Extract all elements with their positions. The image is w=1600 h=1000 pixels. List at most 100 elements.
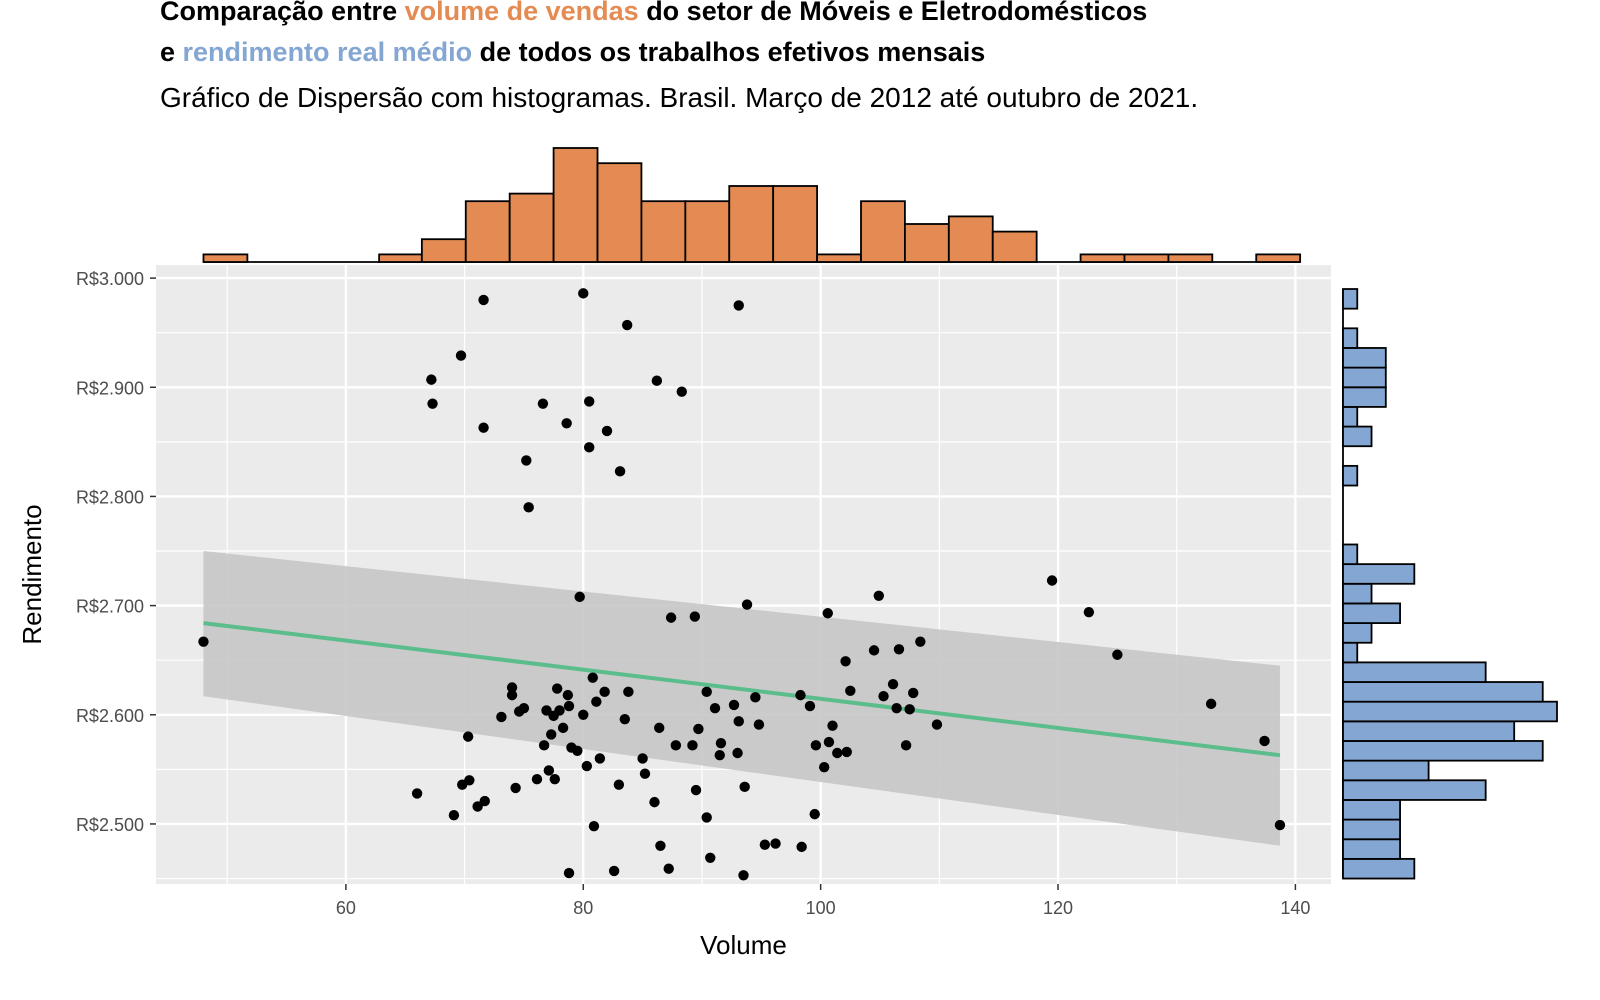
- data-point: [738, 870, 749, 881]
- data-point: [873, 590, 885, 601]
- rendimento-histogram-bar: [1342, 838, 1401, 860]
- data-point: [804, 700, 816, 712]
- data-point: [581, 760, 593, 772]
- rendimento-histogram-bar: [1342, 641, 1359, 664]
- volume-histogram-bar: [464, 200, 511, 263]
- volume-histogram-bar: [816, 253, 862, 263]
- data-point: [541, 705, 552, 716]
- volume-histogram-bar: [640, 200, 687, 263]
- volume-histogram-bar: [728, 185, 775, 263]
- data-point: [578, 288, 589, 299]
- volume-histogram: [202, 147, 1302, 263]
- data-point: [1274, 819, 1286, 831]
- data-point: [701, 686, 712, 698]
- y-tick-label: R$2.800: [76, 487, 144, 507]
- volume-histogram-bar: [378, 253, 423, 263]
- trend-line: [203, 621, 1281, 758]
- x-tick-label: 60: [336, 898, 356, 918]
- data-point: [845, 685, 856, 696]
- data-point: [687, 740, 698, 751]
- data-point: [809, 808, 820, 820]
- volume-histogram-bar: [508, 192, 555, 263]
- data-point: [427, 398, 438, 409]
- chart-title-line-1: Comparação entre volume de vendas do set…: [160, 0, 1147, 27]
- data-point: [619, 713, 631, 725]
- data-point: [840, 656, 851, 667]
- data-point: [588, 820, 600, 832]
- rendimento-histogram: [1342, 288, 1558, 880]
- data-point: [551, 683, 563, 694]
- data-point: [759, 839, 771, 850]
- data-point: [448, 810, 460, 821]
- data-point: [1083, 606, 1095, 618]
- data-point: [613, 779, 625, 790]
- data-point: [472, 801, 483, 812]
- y-tick-label: R$2.900: [76, 378, 144, 398]
- volume-histogram-bar: [772, 185, 818, 263]
- data-point: [621, 319, 633, 331]
- rendimento-histogram-bar: [1342, 543, 1359, 566]
- rendimento-histogram-bar: [1342, 386, 1387, 408]
- y-axis-ticks: R$2.500 R$2.600 R$2.700 R$2.800 R$2.900 R$3.0…: [76, 269, 156, 835]
- x-tick-label: 120: [1043, 898, 1073, 918]
- data-point: [510, 782, 521, 794]
- rendimento-histogram-bar: [1342, 582, 1373, 605]
- data-point: [732, 747, 743, 759]
- rendimento-histogram-bar: [1342, 818, 1401, 841]
- data-point: [1112, 649, 1123, 660]
- data-point: [521, 455, 532, 466]
- volume-histogram-bar: [860, 200, 906, 263]
- data-point: [739, 781, 750, 793]
- rendimento-histogram-bar: [1342, 857, 1416, 880]
- volume-histogram-bar: [904, 223, 950, 263]
- volume-histogram-bar: [1123, 253, 1170, 263]
- data-point: [770, 838, 781, 849]
- y-axis-title: Rendimento: [17, 504, 47, 644]
- y-tick-label: R$2.600: [76, 706, 144, 726]
- data-point: [893, 644, 905, 655]
- rendimento-histogram-bar: [1342, 563, 1416, 585]
- data-point: [574, 591, 585, 603]
- title-line-2-segment-0: e: [160, 37, 183, 67]
- data-point: [715, 737, 727, 749]
- data-point: [599, 686, 610, 698]
- data-point: [557, 722, 569, 734]
- data-point: [841, 746, 852, 758]
- title-line-1-segment-2: do setor de Móveis e Eletrodomésticos: [638, 0, 1148, 26]
- rendimento-histogram-bar: [1342, 799, 1401, 821]
- data-point: [733, 300, 744, 311]
- data-point: [639, 768, 651, 779]
- rendimento-histogram-bar: [1342, 700, 1558, 723]
- data-point: [655, 840, 666, 851]
- rendimento-histogram-bar: [1342, 602, 1401, 624]
- data-point: [584, 396, 595, 407]
- data-point: [823, 736, 835, 748]
- data-point: [614, 466, 626, 477]
- data-point: [531, 773, 543, 785]
- data-point: [878, 691, 889, 702]
- data-point: [822, 608, 833, 619]
- data-point: [578, 709, 589, 720]
- rendimento-histogram-bar: [1342, 622, 1373, 644]
- data-point: [904, 704, 915, 715]
- chart-subtitle: Gráfico de Dispersão com histogramas. Br…: [160, 82, 1199, 113]
- data-point: [670, 740, 682, 751]
- data-point: [563, 700, 575, 712]
- data-point: [587, 672, 598, 683]
- rendimento-histogram-bar: [1342, 327, 1359, 349]
- data-point: [455, 350, 467, 361]
- data-point: [537, 398, 549, 409]
- volume-histogram-bar: [596, 162, 643, 263]
- rendimento-histogram-bar: [1342, 425, 1373, 448]
- title-line-1-segment-1: volume de vendas: [404, 0, 639, 26]
- volume-histogram-bar: [991, 230, 1038, 263]
- data-point: [506, 689, 518, 701]
- x-tick-label: 140: [1280, 898, 1310, 918]
- x-tick-label: 80: [573, 898, 593, 918]
- data-point: [1259, 735, 1270, 747]
- data-point: [478, 422, 489, 433]
- rendimento-histogram-bar: [1342, 779, 1487, 801]
- data-point: [1205, 698, 1217, 710]
- data-point: [649, 796, 660, 808]
- data-point: [753, 719, 765, 730]
